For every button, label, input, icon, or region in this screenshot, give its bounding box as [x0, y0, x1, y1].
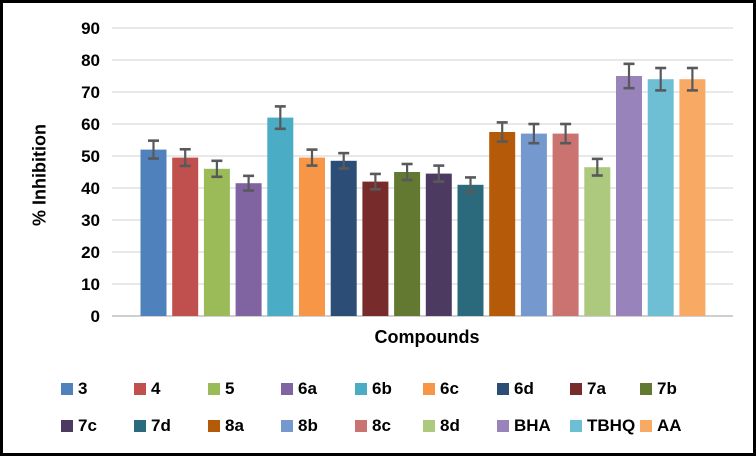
- bar-8c: [552, 133, 579, 316]
- bar-6b: [267, 117, 294, 316]
- legend-label-6a: 6a: [298, 379, 317, 398]
- legend-swatch-7b: [640, 383, 652, 395]
- legend-label-6d: 6d: [514, 379, 534, 398]
- bar-AA: [679, 79, 706, 316]
- legend-label-8d: 8d: [440, 416, 460, 435]
- y-tick-label-10: 10: [81, 275, 100, 294]
- bar-6d: [330, 160, 357, 316]
- legend-label-3: 3: [78, 379, 87, 398]
- legend-swatch-BHA: [497, 420, 509, 432]
- legend-swatch-6b: [355, 383, 367, 395]
- legend-swatch-7d: [134, 420, 146, 432]
- legend-swatch-8c: [355, 420, 367, 432]
- legend-swatch-6c: [423, 383, 435, 395]
- legend-label-7b: 7b: [657, 379, 677, 398]
- bar-4: [172, 157, 199, 316]
- legend-label-7a: 7a: [587, 379, 606, 398]
- legend-swatch-8b: [281, 420, 293, 432]
- legend-swatch-4: [134, 383, 146, 395]
- legend-label-5: 5: [225, 379, 234, 398]
- legend-label-6c: 6c: [440, 379, 459, 398]
- bar-7d: [457, 184, 484, 316]
- bar-8d: [584, 167, 611, 316]
- legend-label-BHA: BHA: [514, 416, 551, 435]
- legend-swatch-7a: [570, 383, 582, 395]
- y-tick-label-80: 80: [81, 51, 100, 70]
- x-axis-title: Compounds: [374, 327, 480, 347]
- bar-8b: [520, 133, 547, 316]
- bar-6a: [235, 183, 262, 316]
- bar-7a: [362, 181, 389, 316]
- y-tick-label-30: 30: [81, 211, 100, 230]
- legend-label-AA: AA: [657, 416, 682, 435]
- bar-8a: [489, 132, 516, 316]
- y-tick-label-60: 60: [81, 115, 100, 134]
- legend-label-8a: 8a: [225, 416, 244, 435]
- legend-swatch-6d: [497, 383, 509, 395]
- legend-label-6b: 6b: [372, 379, 392, 398]
- bar-5: [203, 168, 230, 316]
- y-axis-title: % Inhibition: [29, 124, 50, 226]
- bar-6c: [299, 157, 325, 316]
- legend-label-8c: 8c: [372, 416, 391, 435]
- y-tick-label-70: 70: [81, 83, 100, 102]
- legend-label-8b: 8b: [298, 416, 318, 435]
- bar-chart-canvas: 0 10 20 30 40 50 60 70 80 90 3 4 5 6a 6b 6c 6d 7a 7b 7c 7d 8a…: [61, 19, 733, 435]
- y-tick-label-50: 50: [81, 147, 100, 166]
- legend-swatch-7c: [61, 420, 73, 432]
- bar-TBHQ: [647, 79, 674, 316]
- legend-label-7d: 7d: [151, 416, 171, 435]
- legend-swatch-8d: [423, 420, 435, 432]
- bar-7c: [425, 173, 452, 316]
- legend-label-7c: 7c: [78, 416, 97, 435]
- y-tick-label-90: 90: [81, 19, 100, 38]
- legend-swatch-3: [61, 383, 73, 395]
- legend-swatch-TBHQ: [570, 420, 582, 432]
- bar-BHA: [616, 76, 642, 316]
- y-tick-label-20: 20: [81, 243, 100, 262]
- y-tick-label-0: 0: [91, 307, 100, 326]
- legend-swatch-5: [208, 383, 220, 395]
- legend-label-TBHQ: TBHQ: [587, 416, 635, 435]
- legend-swatch-8a: [208, 420, 220, 432]
- y-tick-label-40: 40: [81, 179, 100, 198]
- bar-3: [140, 149, 167, 316]
- bar-7b: [394, 172, 421, 316]
- legend-label-4: 4: [151, 379, 161, 398]
- legend-swatch-AA: [640, 420, 652, 432]
- legend-swatch-6a: [281, 383, 293, 395]
